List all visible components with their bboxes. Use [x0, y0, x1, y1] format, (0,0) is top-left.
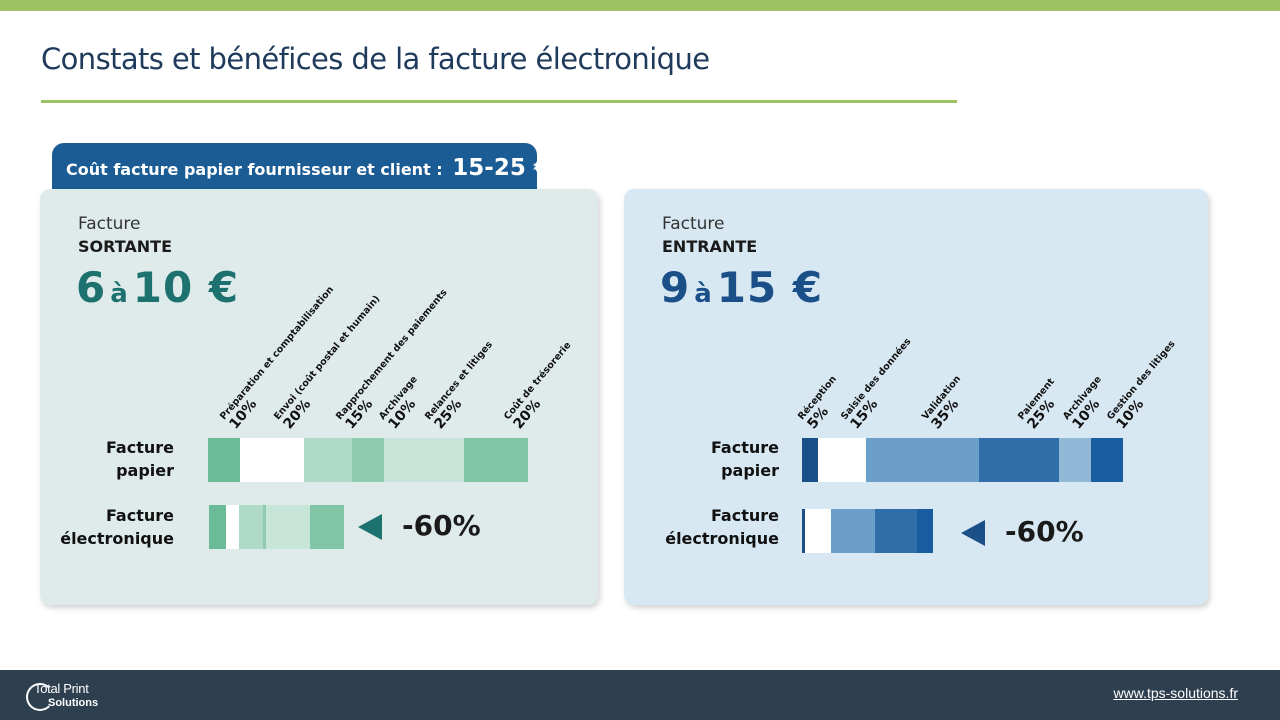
reduction-arrow-icon — [961, 520, 985, 546]
column-label: Réception 5% — [796, 374, 851, 433]
reduction-value: -60% — [1005, 515, 1084, 548]
logo-ring-icon — [26, 683, 54, 711]
bar-segment — [225, 505, 240, 549]
bar-segment — [310, 505, 344, 549]
electronic-cost-bar — [209, 505, 344, 549]
bar-segment — [239, 505, 263, 549]
title-underline — [41, 100, 957, 103]
bar-segment — [818, 438, 867, 482]
website-link[interactable]: www.tps-solutions.fr — [1113, 685, 1238, 701]
cost-banner-label: Coût facture papier fournisseur et clien… — [66, 160, 443, 179]
column-label: Coût de trésorerie 20% — [502, 340, 586, 432]
outgoing-invoice-panel: Facture SORTANTE 6 à10 € Facture papier F… — [40, 189, 598, 605]
bar-segment — [208, 438, 240, 482]
range-max: 10 € — [132, 263, 240, 312]
paper-cost-bar — [802, 438, 1123, 482]
range-min: 9 — [660, 263, 691, 312]
bar-segment — [1090, 438, 1123, 482]
bar-segment — [978, 438, 1059, 482]
range-separator: à — [694, 279, 713, 309]
column-label: Archivage 10% — [1061, 374, 1116, 432]
direction-label: SORTANTE — [78, 237, 173, 256]
column-label: Validation 35% — [920, 374, 975, 433]
bar-segment — [384, 438, 464, 482]
range-min: 6 — [76, 263, 107, 312]
bar-segment — [240, 438, 304, 482]
bar-segment — [352, 438, 384, 482]
logo-line2: Solutions — [48, 697, 99, 709]
logo-line1: Total Print — [34, 681, 89, 696]
row-label-electronic: Facture électronique — [60, 506, 174, 548]
facture-label: Facture — [78, 214, 141, 234]
direction-label: ENTRANTE — [662, 237, 758, 256]
bar-segment — [802, 438, 819, 482]
bar-segment — [1058, 438, 1091, 482]
reduction-value: -60% — [402, 509, 481, 542]
bar-segment — [830, 509, 876, 553]
cost-range: 6 à10 € — [76, 263, 239, 312]
range-max: 15 € — [716, 263, 824, 312]
paper-cost-bar — [208, 438, 528, 482]
bar-segment — [209, 505, 226, 549]
company-logo: Total Print Solutions — [26, 676, 116, 716]
column-label: Relances et litiges 25% — [423, 339, 507, 432]
bar-segment — [304, 438, 352, 482]
cost-banner: Coût facture papier fournisseur et clien… — [52, 143, 550, 189]
footer: Total Print Solutions www.tps-solutions.… — [0, 670, 1280, 720]
bar-segment — [802, 509, 806, 553]
row-label-electronic: Facture électronique — [665, 506, 779, 548]
row-label-paper: Facture papier — [105, 438, 174, 480]
cost-range: 9 à15 € — [660, 263, 823, 312]
top-accent-bar — [0, 0, 1280, 11]
bar-segment — [266, 505, 311, 549]
row-label-paper: Facture papier — [710, 438, 779, 480]
electronic-cost-bar — [802, 509, 933, 553]
range-separator: à — [110, 279, 129, 309]
bar-segment — [866, 438, 979, 482]
column-label: Paiement 25% — [1016, 376, 1069, 432]
column-label: Saisie des données 15% — [839, 336, 926, 432]
bar-segment — [916, 509, 933, 553]
column-label: Gestion des litiges 10% — [1105, 339, 1190, 433]
bar-segment — [805, 509, 831, 553]
cost-banner-value: 15-25 € — [452, 155, 550, 181]
bar-segment — [875, 509, 917, 553]
facture-label: Facture — [662, 214, 725, 234]
incoming-invoice-panel: Facture ENTRANTE 9 à15 € Facture papier F… — [624, 189, 1208, 605]
reduction-arrow-icon — [358, 514, 382, 540]
page-title: Constats et bénéfices de la facture élec… — [41, 42, 710, 76]
bar-segment — [464, 438, 528, 482]
bar-segment — [263, 505, 267, 549]
